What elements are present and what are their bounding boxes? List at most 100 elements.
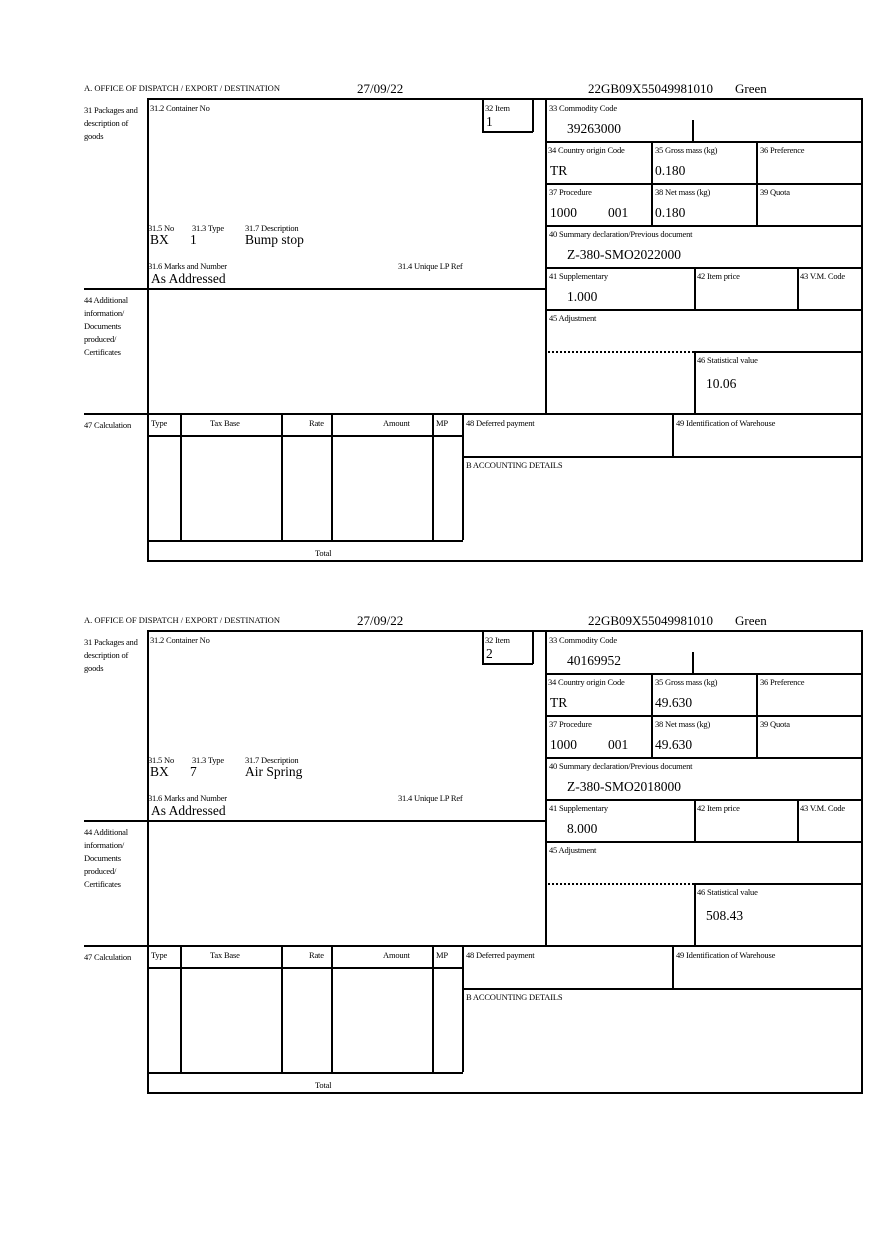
rule — [545, 757, 862, 759]
net-mass: 0.180 — [655, 205, 686, 220]
adjustment-label: 45 Adjustment — [549, 845, 597, 855]
rule — [797, 267, 799, 309]
container-no-label: 31.2 Container No — [150, 635, 210, 645]
procedure-additional: 001 — [608, 205, 629, 220]
col-amount: Amount — [383, 950, 410, 960]
previous-document-label: 40 Summary declaration/Previous document — [549, 761, 693, 771]
rule — [482, 98, 484, 132]
rule — [756, 141, 758, 225]
route-status: Green — [735, 613, 767, 628]
description-label: 31.7 Description — [245, 755, 299, 765]
rule — [147, 98, 863, 100]
item-number: 1 — [486, 114, 493, 129]
previous-document: Z-380-SMO2022000 — [567, 247, 681, 262]
rule — [432, 413, 434, 540]
rule — [672, 413, 674, 456]
rule — [545, 673, 862, 675]
rule — [482, 630, 484, 664]
rule — [797, 799, 799, 841]
marks-value: As Addressed — [151, 271, 226, 286]
rule — [651, 673, 653, 757]
vm-code-label: 43 V.M. Code — [800, 803, 845, 813]
commodity-code: 40169952 — [567, 653, 621, 668]
total-label: Total — [315, 548, 332, 558]
col-amount: Amount — [383, 418, 410, 428]
package-no: BX — [150, 764, 169, 779]
col-tax-base: Tax Base — [210, 418, 240, 428]
unique-lp-ref-label: 31.4 Unique LP Ref — [398, 261, 463, 271]
rule — [545, 183, 862, 185]
procedure-code: 1000 — [550, 205, 577, 220]
item-price-label: 42 Item price — [697, 271, 740, 281]
package-no: BX — [150, 232, 169, 247]
rule — [147, 967, 463, 969]
dotted-rule — [545, 883, 547, 945]
rule — [694, 351, 696, 413]
procedure-code: 1000 — [550, 737, 577, 752]
dotted-rule — [545, 351, 694, 353]
rule — [147, 630, 863, 632]
item-number: 2 — [486, 646, 493, 661]
rule — [694, 883, 862, 885]
box31-label: 31 Packages and description of goods — [84, 105, 138, 141]
office-label: A. OFFICE OF DISPATCH / EXPORT / DESTINA… — [84, 615, 280, 625]
rule — [692, 120, 694, 141]
rule — [532, 98, 534, 132]
country-origin-label: 34 Country origin Code — [548, 677, 625, 687]
no-label: 31.5 No — [148, 223, 174, 233]
commodity-code-label: 33 Commodity Code — [549, 103, 617, 113]
statistical-value: 10.06 — [706, 376, 737, 391]
rule — [694, 799, 696, 841]
rule — [545, 267, 862, 269]
declaration-date: 27/09/22 — [357, 81, 404, 96]
calculation-label: 47 Calculation — [84, 952, 132, 962]
rule — [672, 945, 674, 988]
rule — [180, 413, 182, 540]
rule — [545, 799, 862, 801]
col-rate: Rate — [309, 418, 324, 428]
col-tax-base: Tax Base — [210, 950, 240, 960]
rule — [532, 630, 534, 664]
dotted-rule — [545, 351, 547, 413]
previous-document: Z-380-SMO2018000 — [567, 779, 681, 794]
gross-mass: 0.180 — [655, 163, 686, 178]
commodity-code-label: 33 Commodity Code — [549, 635, 617, 645]
quota-label: 39 Quota — [760, 187, 790, 197]
supplementary-units: 1.000 — [567, 289, 598, 304]
item-label: 32 Item — [485, 103, 510, 113]
rule — [545, 841, 862, 843]
declaration-form-item-1: A. OFFICE OF DISPATCH / EXPORT / DESTINA… — [0, 80, 882, 580]
col-type: Type — [151, 950, 168, 960]
col-rate: Rate — [309, 950, 324, 960]
rule — [84, 413, 862, 415]
gross-mass: 49.630 — [655, 695, 693, 710]
statistical-value-label: 46 Statistical value — [697, 887, 758, 897]
container-no-label: 31.2 Container No — [150, 103, 210, 113]
rule — [147, 435, 463, 437]
declaration-reference: 22GB09X55049981010 — [588, 81, 713, 96]
supplementary-units: 8.000 — [567, 821, 598, 836]
rule — [147, 630, 149, 1093]
rule — [432, 945, 434, 1072]
marks-label: 31.6 Marks and Number — [148, 793, 227, 803]
office-label: A. OFFICE OF DISPATCH / EXPORT / DESTINA… — [84, 83, 280, 93]
supplementary-label: 41 Supplementary — [549, 803, 608, 813]
item-label: 32 Item — [485, 635, 510, 645]
type-label: 31.3 Type — [192, 223, 224, 233]
additional-info-label: 44 Additional information/ Documents pro… — [84, 827, 128, 889]
dotted-rule — [545, 883, 694, 885]
rule — [482, 131, 533, 133]
rule — [84, 288, 546, 290]
net-mass-label: 38 Net mass (kg) — [655, 719, 711, 729]
preference-label: 36 Preference — [760, 677, 805, 687]
type-label: 31.3 Type — [192, 755, 224, 765]
rule — [545, 225, 862, 227]
commodity-code: 39263000 — [567, 121, 621, 136]
item-price-label: 42 Item price — [697, 803, 740, 813]
unique-lp-ref-label: 31.4 Unique LP Ref — [398, 793, 463, 803]
rule — [147, 540, 463, 542]
rule — [462, 945, 464, 1072]
box31-label: 31 Packages and description of goods — [84, 637, 138, 673]
rule — [692, 652, 694, 673]
rule — [462, 413, 464, 540]
